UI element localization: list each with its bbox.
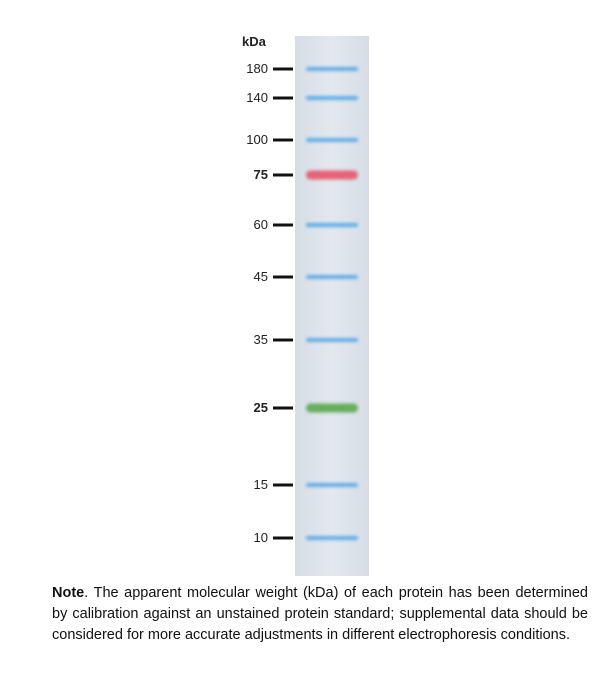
band-45 [306, 275, 358, 279]
band-35 [306, 338, 358, 342]
protein-bands [306, 67, 358, 540]
marker-label-180: 180 [246, 61, 268, 76]
band-15 [306, 483, 358, 487]
band-140 [306, 96, 358, 100]
gel-lane [295, 36, 369, 576]
marker-label-100: 100 [246, 132, 268, 147]
marker-label-15: 15 [253, 477, 268, 492]
marker-label-35: 35 [253, 332, 268, 347]
band-180 [306, 67, 358, 71]
band-100 [306, 138, 358, 142]
note-body: . The apparent molecular weight (kDa) of… [52, 585, 588, 643]
unit-label: kDa [242, 34, 266, 49]
marker-label-60: 60 [253, 217, 268, 232]
marker-label-140: 140 [246, 90, 268, 105]
tick-marks [273, 67, 293, 540]
marker-label-10: 10 [253, 530, 268, 545]
note-text: Note. The apparent molecular weight (kDa… [52, 583, 588, 646]
band-10 [306, 536, 358, 540]
band-25 [306, 403, 358, 413]
marker-label-45: 45 [253, 269, 268, 284]
marker-label-25: 25 [253, 400, 268, 415]
gel-ladder-diagram [273, 36, 369, 576]
band-60 [306, 223, 358, 227]
marker-label-75: 75 [253, 167, 268, 182]
band-75 [306, 170, 358, 180]
note-lead: Note [52, 585, 85, 601]
